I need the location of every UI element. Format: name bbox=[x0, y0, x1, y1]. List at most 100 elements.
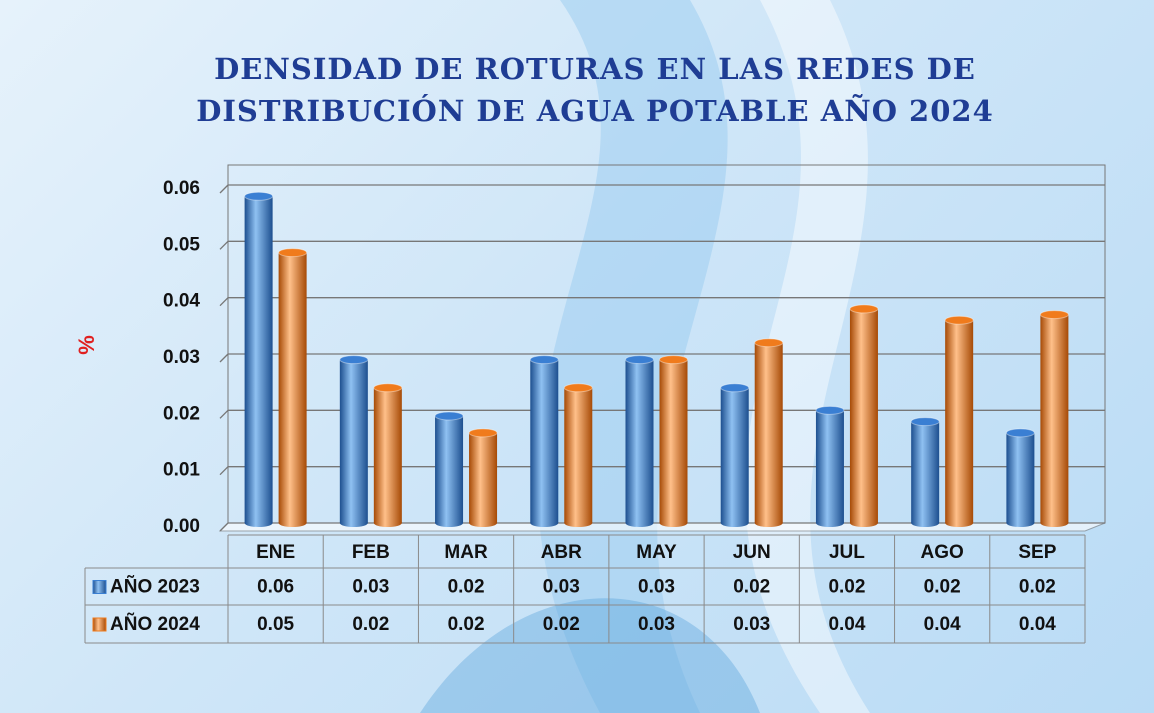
bar-cap bbox=[910, 417, 940, 427]
grid-line-side bbox=[219, 522, 229, 532]
bar-cap bbox=[373, 383, 403, 393]
legend-swatch bbox=[92, 617, 107, 632]
bar-base bbox=[530, 519, 559, 527]
y-tick-label: 0.01 bbox=[163, 460, 200, 481]
bar-base bbox=[911, 519, 940, 527]
bar-cap bbox=[1039, 310, 1069, 320]
bar-cap bbox=[529, 355, 559, 365]
table-value: 0.02 bbox=[924, 577, 961, 598]
bar bbox=[754, 342, 783, 523]
bar-base bbox=[564, 519, 593, 527]
x-tick-label: JUL bbox=[829, 542, 865, 563]
bar bbox=[815, 410, 844, 523]
bar bbox=[1040, 314, 1069, 523]
bar-base bbox=[754, 519, 783, 527]
bar-base bbox=[945, 519, 974, 527]
y-axis-label: % bbox=[74, 335, 99, 355]
bar bbox=[339, 359, 368, 523]
bar-cap bbox=[659, 355, 688, 365]
bar-cap bbox=[754, 338, 784, 348]
grid-line-side bbox=[219, 466, 229, 476]
legend-label: AÑO 2024 bbox=[110, 613, 200, 635]
bar bbox=[659, 359, 688, 523]
table-value: 0.03 bbox=[638, 614, 675, 635]
y-tick-label: 0.05 bbox=[163, 234, 200, 255]
bar bbox=[373, 387, 402, 523]
bar-base bbox=[1006, 519, 1035, 527]
table-value: 0.03 bbox=[352, 577, 389, 598]
table-value: 0.06 bbox=[257, 577, 294, 598]
table-value: 0.05 bbox=[257, 614, 294, 635]
bar-cap bbox=[815, 405, 845, 415]
grid-line-side bbox=[219, 297, 229, 307]
x-tick-label: ENE bbox=[256, 542, 295, 563]
x-tick-label: MAY bbox=[636, 542, 677, 563]
bar-base bbox=[469, 519, 498, 527]
bar-cap bbox=[278, 248, 308, 258]
bar-cap bbox=[625, 355, 654, 365]
x-tick-label: JUN bbox=[733, 542, 771, 563]
bar bbox=[278, 252, 307, 523]
y-tick-label: 0.02 bbox=[163, 403, 200, 424]
bar bbox=[625, 359, 654, 523]
table-value: 0.04 bbox=[1019, 614, 1056, 635]
y-tick-label: 0.04 bbox=[163, 291, 200, 312]
bar-base bbox=[373, 519, 402, 527]
bar bbox=[945, 320, 974, 523]
bar-base bbox=[339, 519, 368, 527]
bar-base bbox=[1040, 519, 1069, 527]
table-value: 0.02 bbox=[733, 577, 770, 598]
table-value: 0.03 bbox=[733, 614, 770, 635]
bar-cap bbox=[468, 428, 498, 438]
bar bbox=[530, 359, 559, 523]
bar-base bbox=[659, 519, 688, 527]
bar-base bbox=[435, 519, 464, 527]
bar-cap bbox=[1005, 428, 1035, 438]
bar-cap bbox=[849, 304, 879, 314]
table-value: 0.02 bbox=[352, 614, 389, 635]
table-value: 0.03 bbox=[543, 577, 580, 598]
y-tick-label: 0.00 bbox=[163, 516, 200, 537]
bar bbox=[911, 421, 940, 523]
grid-line-side bbox=[219, 409, 229, 419]
bar bbox=[469, 432, 498, 523]
bar-cap bbox=[339, 355, 369, 365]
chart-title: DENSIDAD DE ROTURAS EN LAS REDES DE DIST… bbox=[196, 52, 994, 128]
x-tick-label: ABR bbox=[541, 542, 582, 563]
bar-base bbox=[815, 519, 844, 527]
x-tick-label: FEB bbox=[352, 542, 390, 563]
grid-line-side bbox=[219, 240, 229, 250]
bar-cap bbox=[434, 411, 464, 421]
bar bbox=[435, 415, 464, 523]
bar bbox=[849, 308, 878, 523]
y-tick-label: 0.03 bbox=[163, 347, 200, 368]
table-value: 0.02 bbox=[448, 614, 485, 635]
table-value: 0.02 bbox=[448, 577, 485, 598]
bar-cap bbox=[944, 315, 974, 325]
bar-base bbox=[625, 519, 654, 527]
bar-base bbox=[849, 519, 878, 527]
table-value: 0.02 bbox=[543, 614, 580, 635]
table-value: 0.03 bbox=[638, 577, 675, 598]
grid-line-side bbox=[219, 353, 229, 363]
table-value: 0.04 bbox=[924, 614, 961, 635]
table-value: 0.02 bbox=[1019, 577, 1056, 598]
bar bbox=[564, 387, 593, 523]
bar-cap bbox=[563, 383, 593, 393]
y-tick-label: 0.06 bbox=[163, 178, 200, 199]
table-value: 0.04 bbox=[828, 614, 865, 635]
decor-wave bbox=[420, 598, 760, 713]
bar-base bbox=[278, 519, 307, 527]
bar-base bbox=[720, 519, 749, 527]
x-tick-label: AGO bbox=[921, 542, 964, 563]
x-tick-label: SEP bbox=[1018, 542, 1056, 563]
legend-label: AÑO 2023 bbox=[110, 576, 200, 598]
x-tick-label: MAR bbox=[444, 542, 488, 563]
bar bbox=[720, 387, 749, 523]
bar bbox=[1006, 432, 1035, 523]
bar bbox=[244, 196, 273, 523]
bar-cap bbox=[720, 383, 750, 393]
bar-base bbox=[244, 519, 273, 527]
